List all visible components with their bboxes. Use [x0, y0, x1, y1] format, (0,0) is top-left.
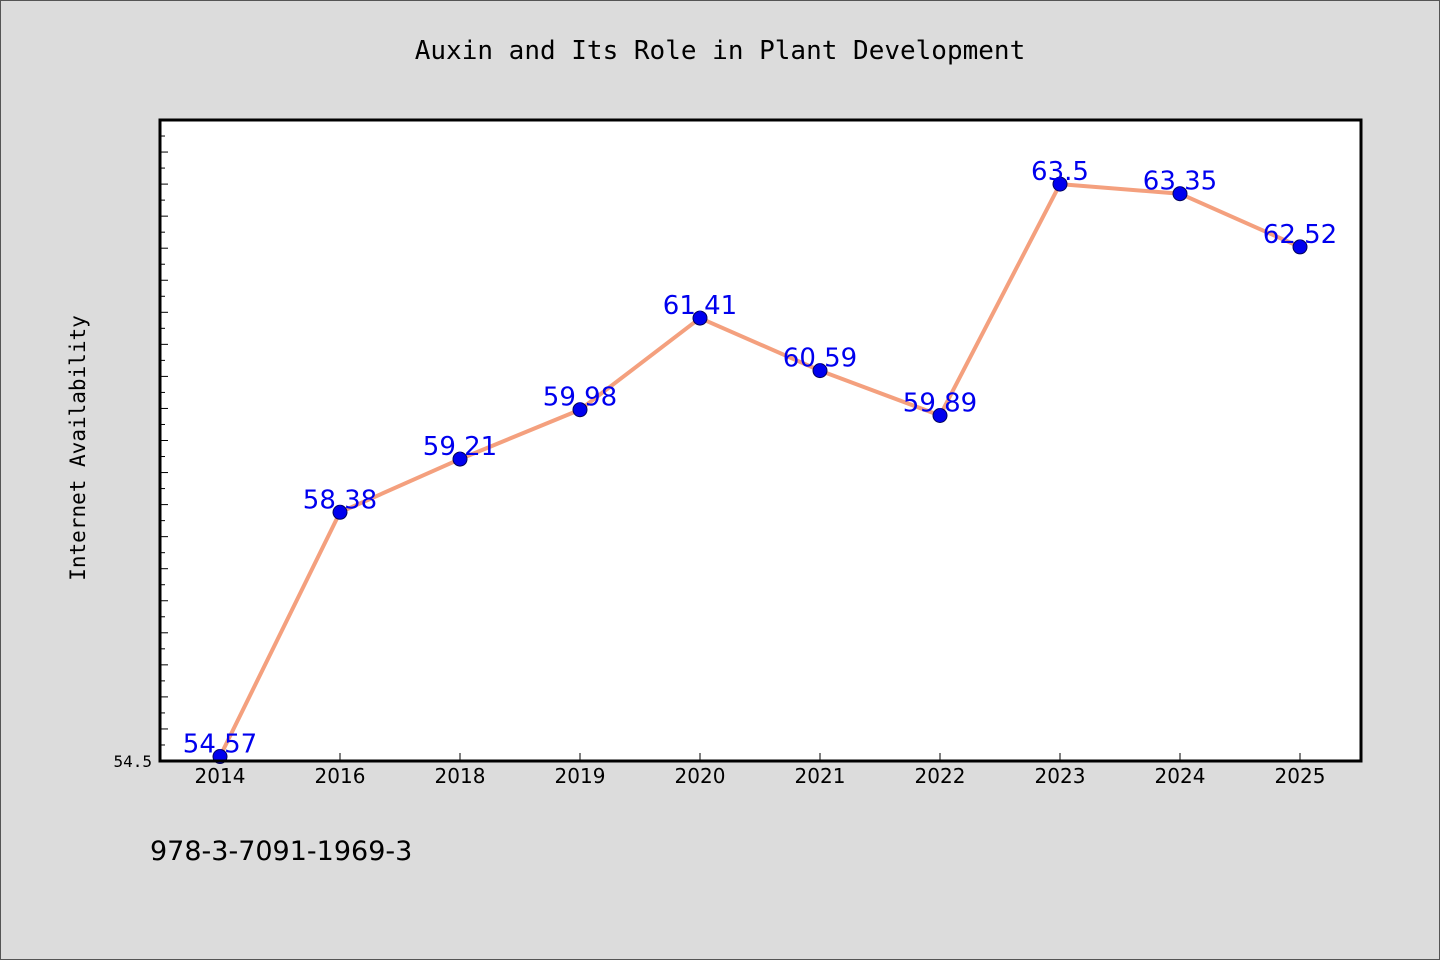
- data-label: 54.57: [183, 730, 257, 760]
- chart-title: Auxin and Its Role in Plant Development: [414, 36, 1026, 66]
- data-point: [1172, 186, 1188, 202]
- x-tick-label: 2024: [1155, 764, 1206, 788]
- data-point: [572, 402, 588, 418]
- data-label: 59.98: [543, 383, 617, 413]
- data-point: [332, 504, 348, 520]
- x-tick-label: 2018: [435, 764, 486, 788]
- data-label: 59.89: [903, 389, 977, 419]
- x-tick-label: 2025: [1275, 764, 1326, 788]
- x-tick-label: 2022: [915, 764, 966, 788]
- x-tick-label: 2014: [195, 764, 246, 788]
- data-point: [692, 310, 708, 326]
- x-axis-ticks: 2014 2016 2018 2019 2020 2021 2022 2023 2024 2025: [195, 753, 1326, 788]
- plot-area: [160, 120, 1361, 761]
- data-point: [1052, 176, 1068, 192]
- x-tick-label: 2016: [315, 764, 366, 788]
- data-label: 63.5: [1031, 157, 1089, 187]
- data-label: 60.59: [783, 344, 857, 374]
- data-point: [932, 408, 948, 424]
- x-tick-label: 2019: [555, 764, 606, 788]
- data-labels: 54.57 58.38 59.21 59.98 61.41 60.59 59.89 63.5 6…: [183, 157, 1337, 759]
- series-line: [218, 182, 1302, 759]
- data-label: 58.38: [303, 485, 377, 515]
- data-point: [812, 363, 828, 379]
- data-label: 59.21: [423, 432, 497, 462]
- series-markers: [212, 176, 1308, 765]
- x-tick-label: 2023: [1035, 764, 1086, 788]
- x-tick-label: 2021: [795, 764, 846, 788]
- data-label: 61.41: [663, 291, 737, 321]
- x-tick-label: 2020: [675, 764, 726, 788]
- data-point: [452, 451, 468, 467]
- data-label: 63.35: [1143, 167, 1217, 197]
- y-tick-label: 54.5: [113, 752, 152, 771]
- plot-frame: [158, 118, 1363, 763]
- data-label: 62.52: [1263, 220, 1337, 250]
- data-point: [1292, 239, 1308, 255]
- isbn-footer: 978-3-7091-1969-3: [150, 836, 413, 867]
